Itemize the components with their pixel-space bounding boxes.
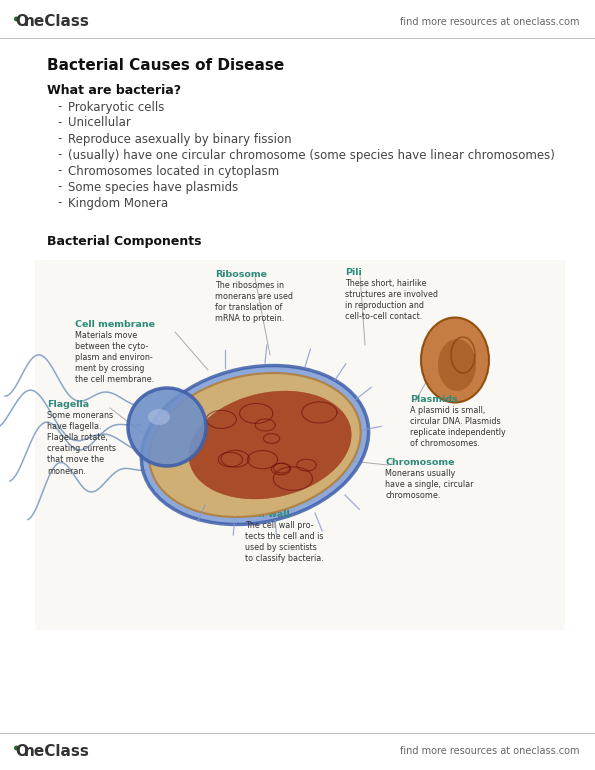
Text: Bacterial Causes of Disease: Bacterial Causes of Disease: [47, 58, 284, 72]
Text: -: -: [58, 196, 62, 209]
Ellipse shape: [128, 388, 206, 466]
Text: Materials move
between the cyto-
plasm and environ-
ment by crossing
the cell me: Materials move between the cyto- plasm a…: [75, 331, 154, 384]
Text: -: -: [58, 165, 62, 178]
Text: Plasmids: Plasmids: [410, 395, 458, 404]
Text: neClass: neClass: [24, 15, 90, 29]
Text: find more resources at oneclass.com: find more resources at oneclass.com: [400, 17, 580, 27]
Circle shape: [14, 745, 19, 751]
Text: O: O: [15, 744, 28, 758]
Text: Some monerans
have flagella.
Flagella rotate,
creating currents
that move the
mo: Some monerans have flagella. Flagella ro…: [47, 411, 116, 476]
Text: O: O: [15, 15, 28, 29]
Text: find more resources at oneclass.com: find more resources at oneclass.com: [400, 746, 580, 756]
Text: What are bacteria?: What are bacteria?: [47, 83, 181, 96]
Text: Monerans usually
have a single, circular
chromosome.: Monerans usually have a single, circular…: [385, 469, 474, 501]
Text: Cell membrane: Cell membrane: [75, 320, 155, 329]
Text: The cell wall pro-
tects the cell and is
used by scientists
to classify bacteria: The cell wall pro- tects the cell and is…: [245, 521, 324, 564]
Text: -: -: [58, 180, 62, 193]
Text: Reproduce asexually by binary fission: Reproduce asexually by binary fission: [68, 132, 292, 146]
Text: Unicellular: Unicellular: [68, 116, 131, 129]
Ellipse shape: [189, 391, 352, 499]
Text: -: -: [58, 101, 62, 113]
FancyBboxPatch shape: [35, 260, 565, 630]
Text: The ribosomes in
monerans are used
for translation of
mRNA to protein.: The ribosomes in monerans are used for t…: [215, 281, 293, 323]
Text: Pili: Pili: [345, 268, 362, 277]
Text: Flagella: Flagella: [47, 400, 89, 409]
Ellipse shape: [189, 391, 352, 499]
Ellipse shape: [438, 339, 476, 391]
Ellipse shape: [149, 373, 361, 517]
Ellipse shape: [148, 409, 170, 425]
Ellipse shape: [421, 317, 489, 403]
Text: A plasmid is small,
circular DNA. Plasmids
replicate independently
of chromosome: A plasmid is small, circular DNA. Plasmi…: [410, 406, 506, 448]
Text: (usually) have one circular chromosome (some species have linear chromosomes): (usually) have one circular chromosome (…: [68, 149, 555, 162]
Text: Bacterial Components: Bacterial Components: [47, 235, 202, 247]
Text: neClass: neClass: [24, 744, 90, 758]
Text: Cell wall: Cell wall: [245, 510, 290, 519]
Text: Ribosome: Ribosome: [215, 270, 267, 279]
Text: -: -: [58, 149, 62, 162]
Text: -: -: [58, 132, 62, 146]
Text: Kingdom Monera: Kingdom Monera: [68, 196, 168, 209]
Text: Some species have plasmids: Some species have plasmids: [68, 180, 238, 193]
Text: Prokaryotic cells: Prokaryotic cells: [68, 101, 164, 113]
Text: Chromosomes located in cytoplasm: Chromosomes located in cytoplasm: [68, 165, 279, 178]
Text: -: -: [58, 116, 62, 129]
Text: Chromosome: Chromosome: [385, 458, 455, 467]
Ellipse shape: [142, 366, 369, 524]
Circle shape: [14, 16, 19, 22]
Text: These short, hairlike
structures are involved
in reproduction and
cell-to-cell c: These short, hairlike structures are inv…: [345, 279, 438, 321]
